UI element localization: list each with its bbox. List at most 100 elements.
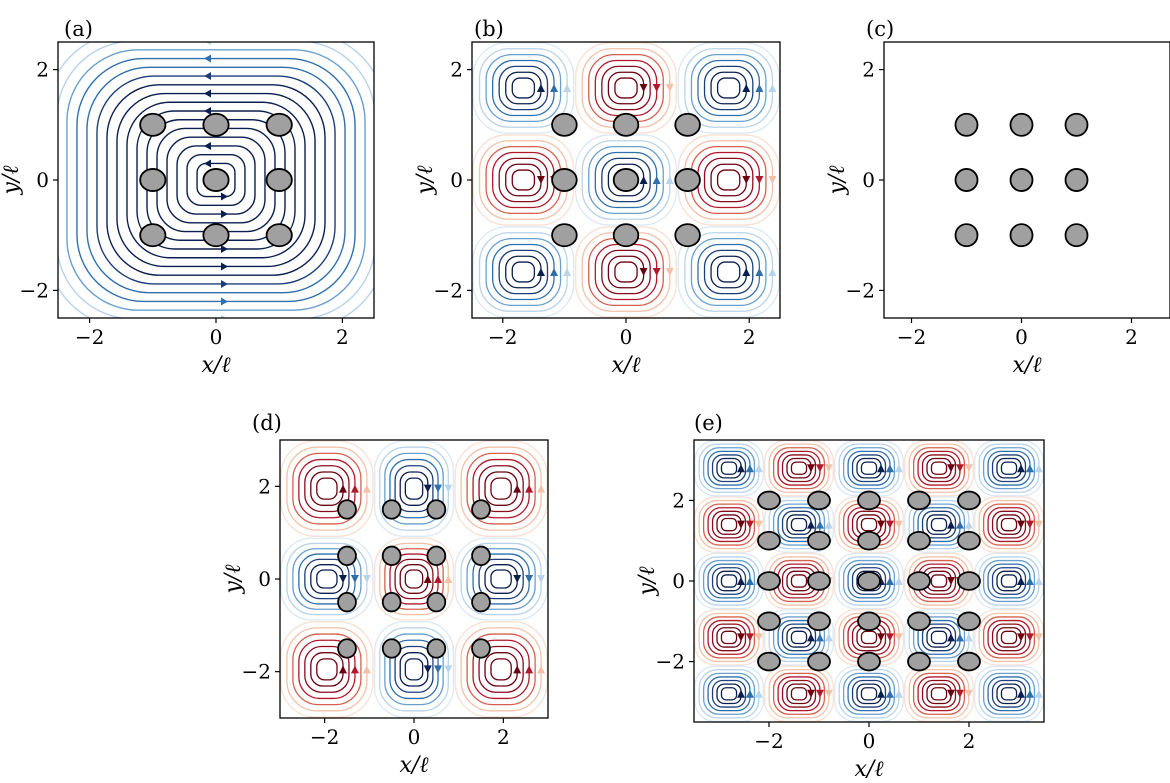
flow-arrow xyxy=(877,520,886,529)
cylinder xyxy=(139,112,167,137)
streamline xyxy=(394,558,434,600)
streamline xyxy=(711,510,747,539)
y-tick-label: 0 xyxy=(36,168,49,192)
cylinder xyxy=(202,223,230,248)
cylinder xyxy=(337,592,357,613)
streamline xyxy=(921,454,957,483)
streamline xyxy=(304,465,350,513)
streamline xyxy=(292,452,362,525)
x-tick-label: −2 xyxy=(754,729,783,753)
axes-frame xyxy=(279,439,549,719)
cylinder xyxy=(139,223,167,248)
streamline xyxy=(842,559,896,603)
streamline xyxy=(703,249,754,295)
cylinder xyxy=(957,530,981,551)
flow-arrow xyxy=(639,84,648,92)
streamline xyxy=(292,633,362,706)
streamline xyxy=(790,517,808,532)
streamline xyxy=(484,471,518,506)
streamline xyxy=(485,145,562,215)
plot-area xyxy=(58,42,374,318)
flow-arrow xyxy=(204,54,211,63)
y-tick-label: 2 xyxy=(450,58,463,82)
streamline xyxy=(720,517,738,532)
streamline xyxy=(498,249,549,295)
flow-arrow xyxy=(815,464,824,473)
streamline xyxy=(912,672,966,715)
streamline xyxy=(781,510,817,539)
cylinder xyxy=(426,499,447,520)
streamline xyxy=(786,514,812,535)
streamline xyxy=(454,537,548,621)
streamline xyxy=(702,559,756,603)
streamline xyxy=(1000,630,1018,645)
y-axis-label: y/ℓ xyxy=(635,566,660,597)
flow-arrow xyxy=(423,575,432,583)
cylinder xyxy=(1009,223,1034,248)
streamline xyxy=(904,609,974,666)
streamline xyxy=(690,237,767,307)
streamline xyxy=(786,457,812,479)
flow-arrow xyxy=(537,484,546,493)
flow-arrow xyxy=(964,520,973,529)
flow-arrow xyxy=(1034,577,1043,585)
cylinder xyxy=(337,638,357,659)
streamline xyxy=(394,645,434,693)
y-tick-label: 2 xyxy=(672,488,685,512)
streamline xyxy=(96,75,336,285)
flow-arrow xyxy=(444,665,453,674)
streamline xyxy=(996,683,1022,705)
flow-arrow xyxy=(221,245,228,253)
streamline xyxy=(399,471,429,506)
streamline xyxy=(697,151,761,209)
streamline xyxy=(856,683,882,705)
streamline xyxy=(772,616,826,659)
y-axis-label: y/ℓ xyxy=(221,564,246,595)
streamline xyxy=(860,687,878,701)
cylinder xyxy=(551,223,578,248)
flow-arrow xyxy=(737,520,746,529)
cylinder xyxy=(807,530,831,551)
streamline xyxy=(702,616,756,659)
cylinder xyxy=(1064,112,1089,137)
streamline xyxy=(996,570,1022,592)
streamline xyxy=(842,672,896,715)
flow-arrow xyxy=(221,279,228,288)
flow-arrow xyxy=(807,633,816,642)
flow-arrow xyxy=(768,84,777,92)
flow-arrow xyxy=(362,575,371,583)
streamline xyxy=(491,243,555,301)
streamline xyxy=(982,447,1036,490)
streamline xyxy=(373,537,455,621)
plot-area xyxy=(280,440,548,718)
streamline xyxy=(697,243,761,301)
cylinder xyxy=(381,592,402,613)
streamline xyxy=(790,574,808,588)
flow-arrow xyxy=(665,176,674,184)
panel-label: (a) xyxy=(64,17,93,41)
streamline xyxy=(607,71,645,105)
streamline xyxy=(711,679,747,708)
streamline xyxy=(716,627,742,648)
streamline xyxy=(136,110,296,250)
streamline xyxy=(186,153,246,206)
streamline xyxy=(316,569,338,589)
cylinder xyxy=(757,530,781,551)
streamline xyxy=(710,71,747,105)
cylinder xyxy=(957,611,981,632)
flow-arrow xyxy=(204,107,211,115)
flow-arrow xyxy=(885,464,894,473)
cylinder xyxy=(807,490,831,511)
streamline xyxy=(860,630,878,645)
streamline xyxy=(485,237,562,307)
streamline xyxy=(711,454,747,483)
streamline xyxy=(394,465,434,513)
streamline xyxy=(1000,687,1018,701)
streamline xyxy=(842,447,896,490)
y-tick-label: −2 xyxy=(242,660,271,684)
cylinder xyxy=(612,223,640,248)
streamline xyxy=(694,496,764,553)
cylinder xyxy=(471,545,491,566)
streamline xyxy=(86,66,346,294)
streamline xyxy=(373,440,455,537)
